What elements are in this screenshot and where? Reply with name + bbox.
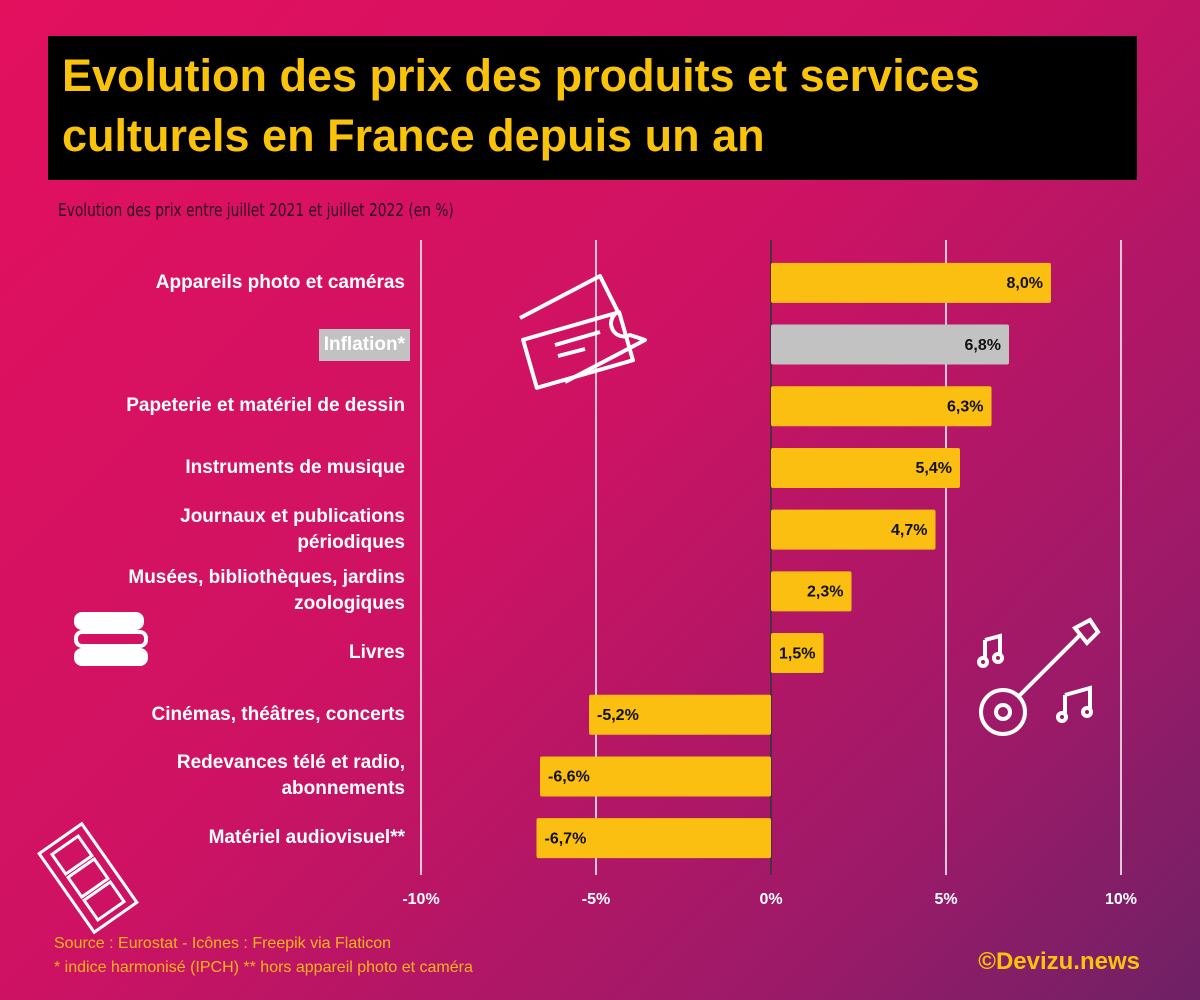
category-text: Journaux et publications périodiques — [180, 505, 405, 553]
category-label: Matériel audiovisuel** — [65, 808, 410, 868]
category-label: Livres — [65, 623, 410, 683]
value-label: -6,7% — [545, 830, 587, 847]
category-text: Cinémas, théâtres, concerts — [151, 703, 405, 725]
category-text: Appareils photo et caméras — [155, 271, 405, 293]
value-label: 6,3% — [947, 398, 983, 415]
value-label: -5,2% — [597, 707, 639, 724]
source: Source : Eurostat - Icônes : Freepik via… — [54, 935, 392, 952]
category-text: Redevances télé et radio, abonnements — [176, 752, 405, 800]
category-label: Instruments de musique — [65, 438, 410, 498]
category-label: Papeterie et matériel de dessin — [65, 376, 410, 436]
bar — [771, 262, 1051, 303]
x-tick-label: -5% — [582, 891, 610, 908]
film-icon — [37, 821, 139, 935]
bar — [771, 571, 852, 612]
category-text: Instruments de musique — [185, 456, 405, 478]
chart-title: Evolution des prix des produits et servi… — [62, 50, 980, 161]
x-tick-label: 0% — [759, 891, 782, 908]
x-tick-label: -10% — [402, 891, 439, 908]
bar — [536, 818, 771, 859]
category-text: Papeterie et matériel de dessin — [126, 395, 405, 417]
credit: ©Devizu.news — [978, 948, 1140, 975]
note: * indice harmonisé (IPCH) ** hors appare… — [54, 959, 473, 976]
bar — [771, 633, 824, 674]
bar — [771, 447, 960, 488]
category-text: Matériel audiovisuel** — [208, 827, 405, 849]
category-text: Livres — [349, 642, 405, 664]
guitar-icon — [977, 617, 1101, 736]
category-label: Redevances télé et radio, abonnements — [65, 746, 410, 806]
bar — [771, 386, 992, 427]
category-text: Inflation* — [318, 328, 410, 361]
bar — [589, 694, 771, 735]
category-label: Appareils photo et caméras — [65, 253, 410, 313]
category-text: Musées, bibliothèques, jardins zoologiqu… — [128, 567, 405, 615]
ticket-icon — [519, 274, 647, 390]
title-box: Evolution des prix des produits et servi… — [48, 36, 1137, 180]
x-tick-label: 10% — [1105, 891, 1137, 908]
category-label: Inflation* — [65, 315, 410, 375]
bar — [771, 509, 936, 550]
value-label: 8,0% — [1007, 275, 1043, 292]
value-label: 1,5% — [779, 645, 815, 662]
value-label: 2,3% — [807, 584, 843, 601]
value-label: 4,7% — [891, 522, 927, 539]
value-label: -6,6% — [548, 769, 590, 786]
chart-subtitle: Evolution des prix entre juillet 2021 et… — [58, 200, 454, 221]
category-label: Musées, bibliothèques, jardins zoologiqu… — [65, 561, 410, 621]
books-icon — [74, 612, 148, 666]
x-tick-label: 5% — [934, 891, 957, 908]
category-label: Cinémas, théâtres, concerts — [65, 685, 410, 745]
bar — [771, 324, 1009, 365]
category-label: Journaux et publications périodiques — [65, 500, 410, 560]
value-label: 6,8% — [965, 337, 1001, 354]
value-label: 5,4% — [916, 460, 952, 477]
bar — [540, 756, 771, 797]
